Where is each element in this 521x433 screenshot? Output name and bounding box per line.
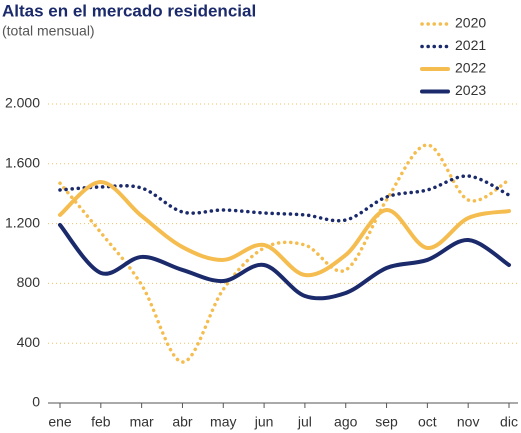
- y-tick-label: 2.000: [5, 95, 40, 111]
- x-tick-label: abr: [172, 414, 193, 430]
- legend-label: 2023: [455, 82, 486, 98]
- x-tick-label: jun: [254, 414, 274, 430]
- y-tick-label: 1.600: [5, 155, 40, 171]
- x-tick-label: ago: [334, 414, 358, 430]
- series-line: [58, 180, 511, 278]
- series-line: [58, 222, 511, 301]
- legend-label: 2020: [455, 15, 486, 31]
- y-tick-label: 800: [17, 274, 41, 290]
- x-tick-label: dic: [500, 414, 518, 430]
- chart-title: Altas en el mercado residencial: [2, 1, 256, 20]
- x-tick-label: oct: [418, 414, 437, 430]
- y-tick-label: 1.200: [5, 214, 40, 230]
- x-tick-label: nov: [457, 414, 480, 430]
- series-line: [58, 174, 511, 223]
- x-tick-label: may: [210, 414, 236, 430]
- y-tick-label: 0: [32, 394, 40, 410]
- legend-label: 2021: [455, 37, 486, 53]
- series-line: [58, 143, 511, 364]
- x-tick-label: mar: [130, 414, 154, 430]
- y-tick-label: 400: [17, 334, 41, 350]
- x-tick-label: sep: [375, 414, 398, 430]
- legend-label: 2022: [455, 60, 486, 76]
- x-tick-label: jul: [297, 414, 312, 430]
- chart-subtitle: (total mensual): [2, 23, 95, 39]
- x-tick-label: ene: [48, 414, 72, 430]
- x-tick-label: feb: [91, 414, 111, 430]
